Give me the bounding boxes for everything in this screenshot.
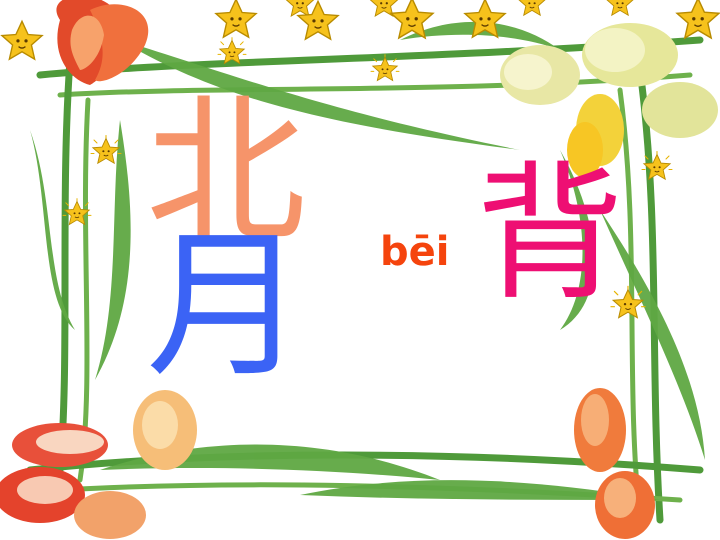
star-icon bbox=[518, 0, 546, 16]
component-top-character: 北 bbox=[146, 78, 307, 265]
star-icon bbox=[217, 37, 247, 64]
target-character: 背 bbox=[476, 148, 624, 320]
leaf bbox=[560, 150, 594, 330]
red-tulip bbox=[56, 0, 149, 85]
component-bottom-character: 月 bbox=[146, 212, 307, 399]
leaf bbox=[300, 480, 660, 500]
star-icon bbox=[676, 0, 720, 39]
star-icon bbox=[606, 0, 634, 16]
star-icon bbox=[215, 0, 257, 38]
star-icon bbox=[62, 198, 92, 225]
star-icon bbox=[641, 150, 673, 180]
leaf bbox=[30, 130, 75, 330]
star-icon bbox=[285, 0, 315, 17]
leaf bbox=[95, 120, 131, 380]
left-stem bbox=[56, 56, 74, 474]
star-icon bbox=[370, 54, 400, 81]
yellow-tulips-top-right bbox=[500, 23, 718, 178]
pinyin-label: bēi bbox=[380, 229, 450, 275]
star-icon bbox=[1, 20, 43, 60]
tulips-bottom-right bbox=[574, 388, 655, 539]
leaf bbox=[400, 21, 560, 50]
star-icon bbox=[464, 0, 506, 38]
top-stem-2 bbox=[57, 72, 693, 98]
tulips-bottom-left bbox=[0, 390, 197, 539]
star-icon bbox=[90, 134, 122, 164]
right-stem bbox=[636, 66, 664, 524]
star-icon bbox=[390, 0, 434, 39]
